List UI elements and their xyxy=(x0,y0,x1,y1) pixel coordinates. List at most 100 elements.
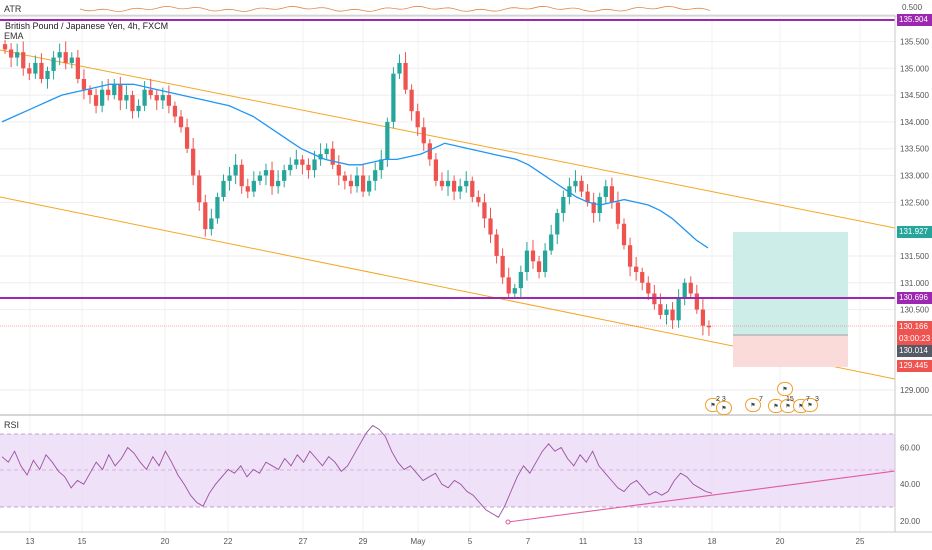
rsi-trendline[interactable] xyxy=(507,470,896,523)
price-tick-label: 130.500 xyxy=(900,306,929,315)
rsi-pane xyxy=(0,424,896,525)
candle-body xyxy=(542,250,548,273)
event-badge[interactable]: ⚑ xyxy=(777,382,793,396)
candle-body xyxy=(251,180,256,192)
stop-zone[interactable] xyxy=(733,335,848,367)
candle-body xyxy=(324,148,329,155)
rsi-axis[interactable]: 60.00 40.00 20.00 xyxy=(900,444,921,526)
date-tick-label: 18 xyxy=(708,537,717,546)
candle-body xyxy=(33,62,38,74)
stop-price-tag[interactable]: 129.445 xyxy=(897,360,932,372)
last-price-tag: 130.166 xyxy=(897,321,932,333)
target-zone[interactable] xyxy=(733,232,848,335)
candle-body xyxy=(360,175,366,192)
candle-body xyxy=(342,175,347,181)
flag-icon: ⚑ xyxy=(773,404,779,410)
candle-body xyxy=(288,164,293,171)
candle-body xyxy=(69,57,74,63)
resistance-price-tag[interactable]: 135.904 xyxy=(897,14,932,26)
event-badge-count: 3 xyxy=(815,396,819,403)
date-tick-label: 15 xyxy=(78,537,87,546)
flag-icon: ⚑ xyxy=(798,404,804,410)
date-axis[interactable]: 13 15 20 22 27 29 May 5 7 11 13 18 20 25 xyxy=(26,537,865,546)
candle-body xyxy=(45,70,50,79)
candle-body xyxy=(445,180,451,187)
date-tick-label: 13 xyxy=(26,537,35,546)
date-tick-label: 7 xyxy=(526,537,531,546)
date-tick-label: 27 xyxy=(299,537,308,546)
candle-body xyxy=(367,180,372,192)
candlestick-series xyxy=(2,39,712,336)
candle-body xyxy=(464,180,469,187)
candle-body xyxy=(257,175,263,181)
candle-body xyxy=(142,89,147,106)
price-tick-label: 131.000 xyxy=(900,279,929,288)
ema-line xyxy=(1,83,709,249)
candle-body xyxy=(476,196,481,203)
symbol-title[interactable]: British Pound / Japanese Yen, 4h, FXCM xyxy=(5,21,169,31)
atr-line xyxy=(79,5,711,12)
candle-body xyxy=(640,272,645,283)
candle-body xyxy=(439,180,445,187)
countdown-tag: 03:00:23 xyxy=(897,333,932,345)
candle-body xyxy=(269,170,275,187)
candle-body xyxy=(530,250,536,262)
candle-body xyxy=(421,127,426,144)
candle-body xyxy=(385,121,390,160)
rsi-tick-label: 20.00 xyxy=(900,517,921,526)
candle-body xyxy=(118,84,123,101)
candle-body xyxy=(706,325,712,328)
candle-body xyxy=(184,127,190,149)
price-tick-label: 135.000 xyxy=(900,64,929,73)
atr-label[interactable]: ATR xyxy=(4,4,22,14)
event-badge[interactable]: ⚑ xyxy=(716,401,732,415)
price-tick-label: 129.000 xyxy=(900,386,929,395)
candle-body xyxy=(409,89,414,112)
candle-body xyxy=(458,186,463,192)
candle-body xyxy=(21,52,26,69)
rsi-label[interactable]: RSI xyxy=(4,420,20,430)
rsi-band xyxy=(0,434,895,507)
price-tick-label: 133.000 xyxy=(900,172,929,181)
event-badge-count: 15 xyxy=(786,396,794,403)
support-price-tag[interactable]: 130.696 xyxy=(897,292,932,304)
target-price-tag[interactable]: 131.927 xyxy=(897,226,932,238)
rsi-trendline-handle[interactable] xyxy=(505,519,511,525)
rsi-tick-label: 60.00 xyxy=(900,444,921,453)
event-badge[interactable]: ⚑ xyxy=(745,398,761,412)
candle-body xyxy=(294,159,299,165)
candle-body xyxy=(615,202,621,224)
candle-body xyxy=(451,180,457,192)
candle-body xyxy=(524,250,530,273)
candle-body xyxy=(603,186,608,197)
candle-body xyxy=(634,266,639,273)
candle-body xyxy=(354,175,360,187)
candle-body xyxy=(621,223,627,246)
candle-body xyxy=(688,282,693,294)
date-tick-label: 20 xyxy=(161,537,170,546)
flag-icon: ⚑ xyxy=(785,404,791,410)
candle-body xyxy=(15,52,20,58)
candle-body xyxy=(81,78,87,90)
ema-label[interactable]: EMA xyxy=(4,31,24,41)
channel-upper-line[interactable] xyxy=(0,49,896,229)
candle-body xyxy=(579,180,584,192)
candle-body xyxy=(433,159,439,181)
candle-body xyxy=(300,159,305,165)
candle-body xyxy=(227,175,232,181)
candle-body xyxy=(397,62,402,74)
entry-price-tag[interactable]: 130.014 xyxy=(897,345,932,357)
event-badge[interactable]: ⚑ xyxy=(802,398,818,412)
candle-body xyxy=(93,95,99,106)
candle-body xyxy=(700,309,706,326)
flag-icon: ⚑ xyxy=(807,403,813,409)
candle-body xyxy=(106,89,111,96)
atr-pane xyxy=(0,5,895,16)
price-tick-label: 135.500 xyxy=(900,37,929,46)
price-tick-label: 131.500 xyxy=(900,252,929,261)
price-axis[interactable]: 135.500 135.000 134.500 134.000 133.500 133.0… xyxy=(900,37,929,395)
candle-body xyxy=(488,218,493,235)
candle-body xyxy=(263,170,269,176)
candle-body xyxy=(282,170,287,181)
